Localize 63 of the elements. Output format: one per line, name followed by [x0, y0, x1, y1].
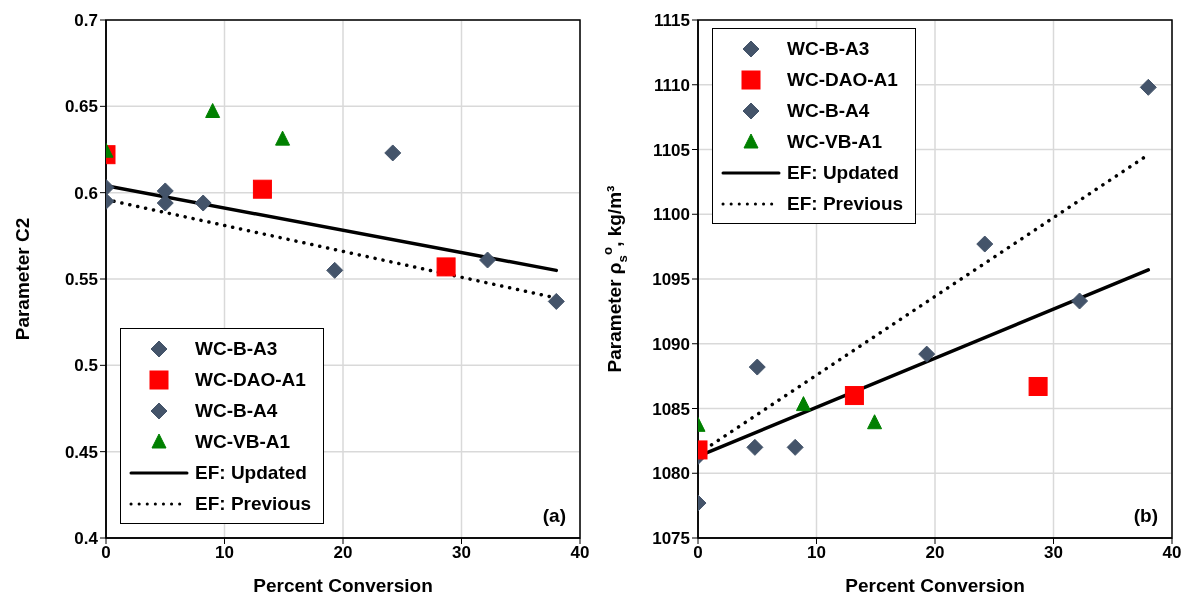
legend-label: WC-VB-A1	[195, 430, 290, 453]
point	[867, 414, 883, 430]
y-tick-label: 0.65	[64, 97, 98, 117]
point	[1139, 78, 1157, 96]
legend-label: WC-B-A4	[195, 399, 278, 422]
x-tick-label: 10	[215, 543, 234, 563]
y-tick-label: 0.45	[64, 442, 98, 462]
legend-label: EF: Updated	[787, 161, 899, 184]
point	[194, 194, 212, 212]
y-tick-label: 1090	[652, 334, 690, 354]
legend-label: EF: Previous	[787, 192, 904, 215]
y-tick-label: 1115	[654, 11, 690, 31]
y-tick-label: 0.5	[74, 356, 98, 376]
legend-label: WC-DAO-A1	[195, 368, 306, 391]
annotation: (a)	[542, 505, 566, 526]
point	[436, 257, 456, 277]
point	[326, 261, 344, 279]
x-tick-label: 30	[452, 543, 471, 563]
y-tick-label: 1110	[654, 75, 690, 95]
y-tick-label: 1100	[653, 205, 690, 225]
point	[1028, 376, 1048, 396]
legend-label: EF: Previous	[195, 492, 312, 515]
x-tick-label: 40	[570, 543, 590, 563]
point	[844, 386, 864, 406]
legend-label: WC-B-A4	[787, 99, 870, 122]
x-tick-label: 0	[101, 543, 111, 563]
point	[275, 130, 291, 146]
y-tick-label: 0.4	[74, 529, 99, 549]
point	[746, 438, 764, 456]
point	[205, 103, 221, 119]
x-tick-label: 30	[1044, 543, 1063, 563]
point	[479, 251, 497, 269]
point	[384, 144, 402, 162]
point	[795, 396, 811, 412]
annotation: (b)	[1133, 505, 1158, 526]
x-tick-label: 40	[1162, 543, 1182, 563]
y-tick-label: 0.55	[64, 270, 98, 290]
y-tick-label: 1075	[652, 529, 690, 549]
x-axis-title: Percent Conversion	[253, 575, 433, 596]
point	[748, 358, 766, 376]
legend-label: WC-DAO-A1	[787, 68, 898, 91]
legend-label: EF: Updated	[195, 461, 307, 484]
point	[1071, 292, 1089, 310]
y-tick-label: 0.7	[74, 11, 98, 31]
x-tick-label: 0	[693, 543, 703, 563]
y-tick-label: 0.6	[74, 183, 98, 203]
point	[547, 292, 565, 310]
y-tick-label: 1105	[653, 140, 690, 160]
legend-label: WC-B-A3	[195, 337, 278, 360]
y-tick-label: 1080	[652, 464, 690, 484]
legend-label: WC-VB-A1	[787, 130, 882, 153]
x-tick-label: 20	[925, 543, 945, 563]
x-tick-label: 10	[807, 543, 826, 563]
legend-label: WC-B-A3	[787, 37, 870, 60]
y-tick-label: 1085	[652, 399, 690, 419]
x-tick-label: 20	[333, 543, 353, 563]
y-axis-title: Parameter C2	[12, 217, 34, 341]
point	[786, 438, 804, 456]
x-axis-title: Percent Conversion	[845, 575, 1025, 596]
y-tick-label: 1095	[652, 270, 690, 290]
point	[252, 179, 272, 199]
point	[976, 235, 994, 253]
point	[918, 345, 936, 363]
